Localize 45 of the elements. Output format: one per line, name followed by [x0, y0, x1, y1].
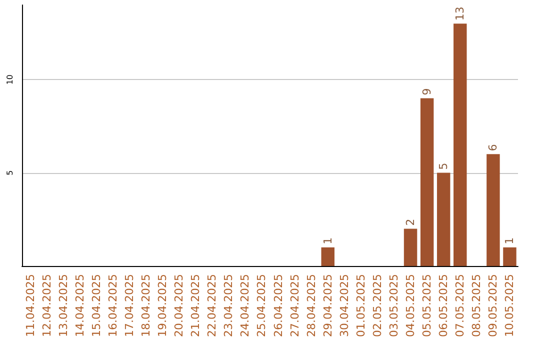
x-tick-label: 12.04.2025 — [40, 274, 54, 338]
data-label: 6 — [486, 144, 500, 152]
x-tick-label: 07.05.2025 — [454, 274, 467, 338]
data-label: 9 — [420, 88, 434, 96]
x-tick-label: 21.04.2025 — [189, 274, 202, 338]
x-tick-label: 22.04.2025 — [206, 274, 219, 338]
bar — [454, 24, 467, 266]
x-tick-label: 27.04.2025 — [288, 274, 302, 338]
x-tick-label: 30.04.2025 — [338, 274, 351, 338]
x-tick-label: 11.04.2025 — [24, 274, 37, 338]
bar — [420, 98, 434, 266]
y-tick-label: 10 — [6, 74, 14, 85]
bar — [486, 154, 500, 266]
x-tick-label: 10.05.2025 — [503, 274, 516, 338]
x-tick-label: 26.04.2025 — [272, 274, 285, 338]
data-label: 1 — [321, 237, 334, 244]
x-tick-label: 28.04.2025 — [304, 274, 318, 338]
x-tick-label: 29.04.2025 — [321, 274, 334, 338]
x-tick-label: 20.04.2025 — [172, 274, 186, 338]
data-label: 13 — [454, 6, 467, 21]
data-label: 5 — [437, 162, 450, 170]
data-label: 2 — [404, 218, 418, 226]
bar — [321, 247, 334, 266]
x-tick-label: 18.04.2025 — [140, 274, 152, 338]
bar — [503, 247, 516, 266]
x-tick-label: 05.05.2025 — [420, 274, 434, 338]
x-tick-label: 08.05.2025 — [470, 274, 484, 338]
x-tick-label: 14.04.2025 — [73, 274, 86, 338]
bar — [436, 172, 450, 266]
x-tick-label: 24.04.2025 — [238, 274, 252, 338]
x-tick-label: 23.04.2025 — [222, 274, 236, 338]
x-tick-label: 15.04.2025 — [90, 274, 103, 338]
x-tick-label: 16.04.2025 — [106, 274, 120, 338]
data-label: 1 — [503, 237, 516, 244]
x-tick-label: 02.05.2025 — [370, 274, 384, 338]
x-tick-label: 04.05.2025 — [404, 274, 418, 338]
x-tick-label: 01.05.2025 — [354, 274, 368, 338]
x-tick-label: 25.04.2025 — [255, 274, 268, 338]
x-tick-label: 03.05.2025 — [388, 274, 400, 338]
x-tick-label: 19.04.2025 — [156, 274, 170, 338]
x-tick-label: 17.04.2025 — [122, 274, 136, 338]
x-tick-label: 13.04.2025 — [56, 274, 70, 338]
x-tick-label: 09.05.2025 — [486, 274, 500, 338]
x-tick-label: 06.05.2025 — [437, 274, 450, 338]
bar — [404, 228, 418, 266]
